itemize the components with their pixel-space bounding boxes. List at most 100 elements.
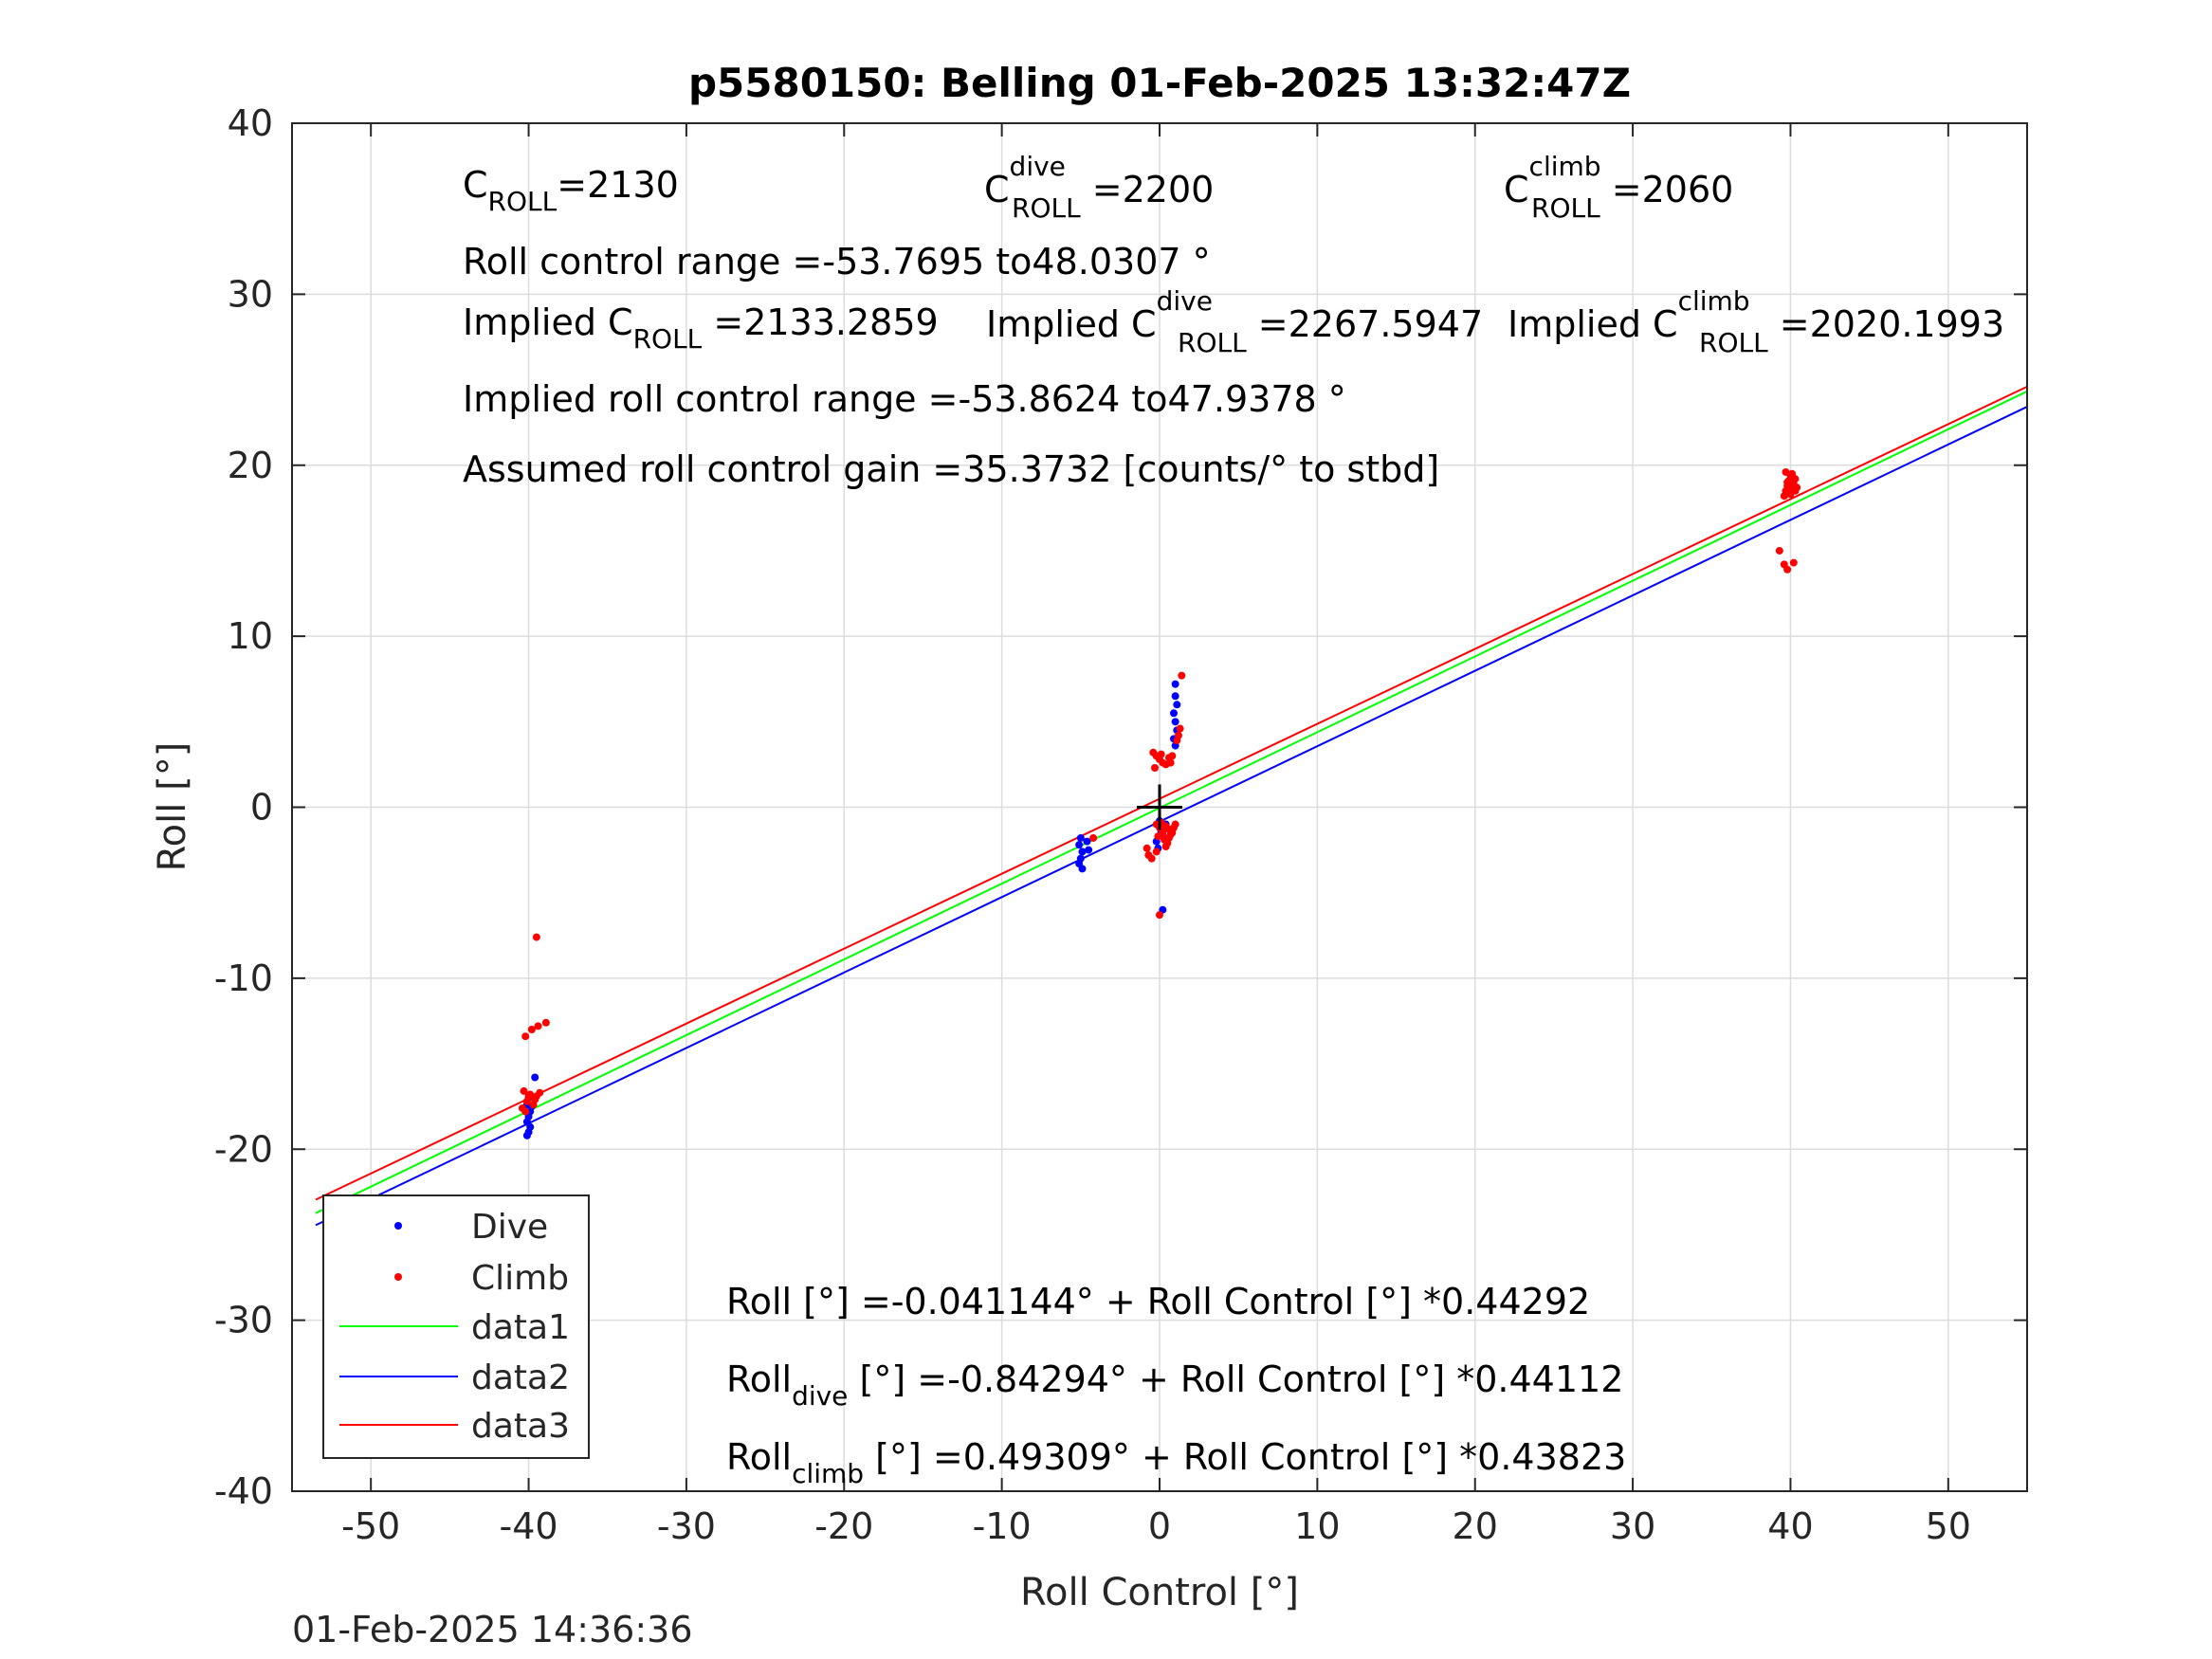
dive-point [1171, 692, 1179, 701]
climb-point [1783, 565, 1792, 574]
annotations: CROLL=2130 Cdive ROLL =2200 Cclimb ROLL =2… [463, 151, 2004, 1489]
climb-point [536, 1088, 544, 1097]
y-tick-label: 40 [228, 102, 273, 144]
y-tick-label: 30 [228, 273, 273, 315]
legend-data1-label: data1 [471, 1308, 570, 1347]
y-tick-label: 0 [250, 787, 273, 829]
climb-point [1156, 911, 1163, 920]
x-axis-label: Roll Control [°] [1020, 1571, 1299, 1614]
c-roll-climb-annotation: Cclimb ROLL =2060 [1504, 151, 1733, 224]
climb-point [1168, 752, 1177, 760]
climb-point [521, 1107, 530, 1116]
climb-point [1151, 764, 1160, 773]
legend-climb-label: Climb [471, 1259, 569, 1298]
climb-point [1157, 750, 1165, 758]
implied-c-roll-dive-annotation: Implied Cdive ROLL =2267.5947 [986, 285, 1483, 358]
climb-point [1171, 820, 1179, 829]
legend-data2-label: data2 [471, 1358, 570, 1397]
dive-point [1085, 846, 1093, 854]
climb-point [1176, 724, 1184, 733]
fit-all-annotation: Roll [°] =-0.041144° + Roll Control [°] … [726, 1281, 1590, 1322]
legend-dive-label: Dive [471, 1208, 548, 1247]
y-tick-label: -20 [214, 1128, 273, 1170]
dive-point [1173, 701, 1181, 709]
roll-control-range-annotation: Roll control range =-53.7695 to48.0307 ° [463, 241, 1211, 283]
climb-point [1161, 842, 1170, 850]
climb-point [1159, 830, 1167, 839]
climb-point [520, 1086, 528, 1095]
climb-point [521, 1032, 530, 1041]
climb-point [1166, 758, 1175, 767]
climb-point [532, 933, 540, 941]
y-axis-label: Roll [°] [151, 742, 194, 872]
c-roll-dive-annotation: Cdive ROLL =2200 [984, 151, 1214, 224]
y-tick-label: -10 [214, 957, 273, 999]
fit-line-data2 [315, 406, 2028, 1227]
x-tick-label: -30 [657, 1505, 716, 1547]
dive-point [1171, 718, 1179, 726]
x-tick-label: 50 [1926, 1505, 1971, 1547]
legend-data3-label: data3 [471, 1407, 570, 1446]
implied-range-annotation: Implied roll control range =-53.8624 to4… [463, 378, 1346, 420]
dive-point [1078, 865, 1087, 873]
climb-point [1147, 854, 1156, 863]
climb-point [1784, 488, 1793, 497]
climb-point [1775, 546, 1783, 555]
climb-point [1783, 478, 1792, 486]
y-tick-label: -40 [214, 1470, 273, 1512]
x-tick-label: 0 [1148, 1505, 1171, 1547]
climb-point [534, 1022, 542, 1030]
y-tick-label: 10 [228, 615, 273, 657]
dive-point [1078, 848, 1087, 856]
x-tick-label: 30 [1610, 1505, 1655, 1547]
fit-climb-annotation: Rollclimb [°] =0.49309° + Roll Control [… [726, 1436, 1626, 1489]
climb-point [1089, 833, 1098, 842]
x-tick-label: -10 [973, 1505, 1032, 1547]
x-tick-label: 10 [1294, 1505, 1340, 1547]
climb-point [1164, 833, 1173, 842]
axis-ticks: -50 -40 -30 -20 -10 0 10 20 30 40 50 -40 -30 -20 -10 0 1… [214, 102, 2027, 1547]
climb-point [1789, 558, 1798, 567]
x-tick-label: -50 [341, 1505, 400, 1547]
legend: Dive Climb data1 data2 data3 [322, 1194, 590, 1459]
origin-marker [1137, 784, 1182, 830]
implied-c-roll-annotation: Implied CROLL =2133.2859 [463, 301, 939, 355]
y-tick-label: 20 [228, 445, 273, 486]
dive-point [1075, 841, 1084, 849]
climb-point [541, 1018, 550, 1027]
dive-point [1083, 837, 1091, 846]
legend-dive-marker [394, 1222, 402, 1230]
dive-point [1171, 680, 1179, 688]
climb-point [1782, 467, 1790, 476]
x-tick-label: -40 [500, 1505, 558, 1547]
y-tick-label: -30 [214, 1300, 273, 1341]
legend-climb-marker [394, 1273, 402, 1281]
fit-lines [315, 385, 2028, 1227]
climb-point [1791, 486, 1800, 495]
implied-c-roll-climb-annotation: Implied Cclimb ROLL =2020.1993 [1508, 285, 2004, 358]
gain-annotation: Assumed roll control gain =35.3732 [coun… [463, 448, 1439, 490]
fit-line-data3 [315, 385, 2028, 1201]
x-tick-label: 20 [1453, 1505, 1498, 1547]
climb-point [1788, 469, 1797, 478]
dive-point [531, 1073, 539, 1082]
climb-point [1173, 737, 1181, 745]
x-tick-label: 40 [1767, 1505, 1813, 1547]
climb-point [1178, 671, 1186, 680]
climb-point [527, 1025, 536, 1033]
climb-point [1143, 844, 1151, 852]
x-tick-label: -20 [814, 1505, 873, 1547]
footer-timestamp: 01-Feb-2025 14:36:36 [292, 1609, 693, 1650]
dive-point [1169, 709, 1178, 718]
dive-point [1076, 833, 1085, 842]
climb-point [531, 1095, 539, 1103]
fit-dive-annotation: Rolldive [°] =-0.84294° + Roll Control [… [726, 1358, 1623, 1412]
chart-title: p5580150: Belling 01-Feb-2025 13:32:47Z [688, 60, 1631, 106]
data-points [518, 467, 1801, 1139]
fit-line-data1 [315, 390, 2028, 1214]
dive-point [522, 1131, 531, 1139]
climb-point [1152, 848, 1161, 856]
c-roll-annotation: CROLL=2130 [463, 164, 679, 217]
climb-point [524, 1092, 533, 1101]
